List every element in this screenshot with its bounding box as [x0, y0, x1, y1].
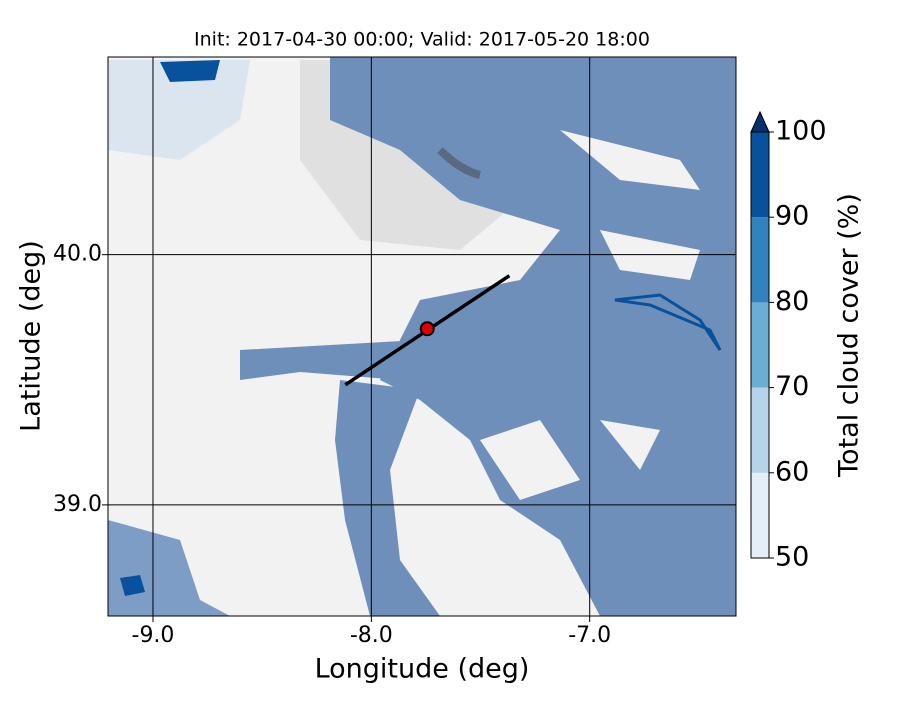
colorbar-tick-label: 90 — [775, 201, 809, 232]
cloud-streak — [614, 293, 722, 351]
x-tick-label: -7.0 — [568, 623, 611, 648]
x-tick-label: -8.0 — [350, 623, 393, 648]
colorbar-tick-label: 60 — [775, 456, 809, 487]
colorbar-segment — [751, 472, 769, 558]
x-axis-label: Longitude (deg) — [315, 654, 530, 685]
colorbar-frame — [750, 131, 770, 559]
cloud-area — [160, 60, 220, 82]
colorbar-segment — [751, 302, 769, 388]
clear-area — [480, 130, 700, 500]
cloud-field — [108, 57, 736, 616]
cloud-area — [120, 575, 145, 596]
point — [419, 321, 435, 337]
colorbar-segment — [751, 387, 769, 473]
y-tick-label: 40.0 — [53, 242, 102, 267]
y-axis-label: Latitude (deg) — [16, 240, 47, 432]
cloud-area — [108, 60, 250, 160]
colorbar-tick-label: 50 — [775, 542, 809, 573]
colorbar-extend — [750, 110, 770, 133]
colorbar-label: Total cloud cover (%) — [834, 193, 865, 478]
plot-frame — [107, 56, 737, 617]
colorbar-tick-label: 100 — [775, 116, 827, 147]
cloud-area — [240, 340, 420, 380]
cloud-area — [335, 380, 440, 616]
colorbar-segment — [751, 217, 769, 303]
y-tick-label: 39.0 — [53, 492, 102, 517]
graticule — [108, 57, 736, 616]
colorbar-tick-label: 70 — [775, 371, 809, 402]
colorbar-segment — [751, 132, 769, 218]
x-tick-label: -9.0 — [132, 623, 175, 648]
chart-title: Init: 2017-04-30 00:00; Valid: 2017-05-2… — [194, 29, 650, 51]
cloud-area — [330, 57, 736, 616]
colorbar-tick-label: 80 — [775, 286, 809, 317]
terrain — [437, 147, 482, 179]
